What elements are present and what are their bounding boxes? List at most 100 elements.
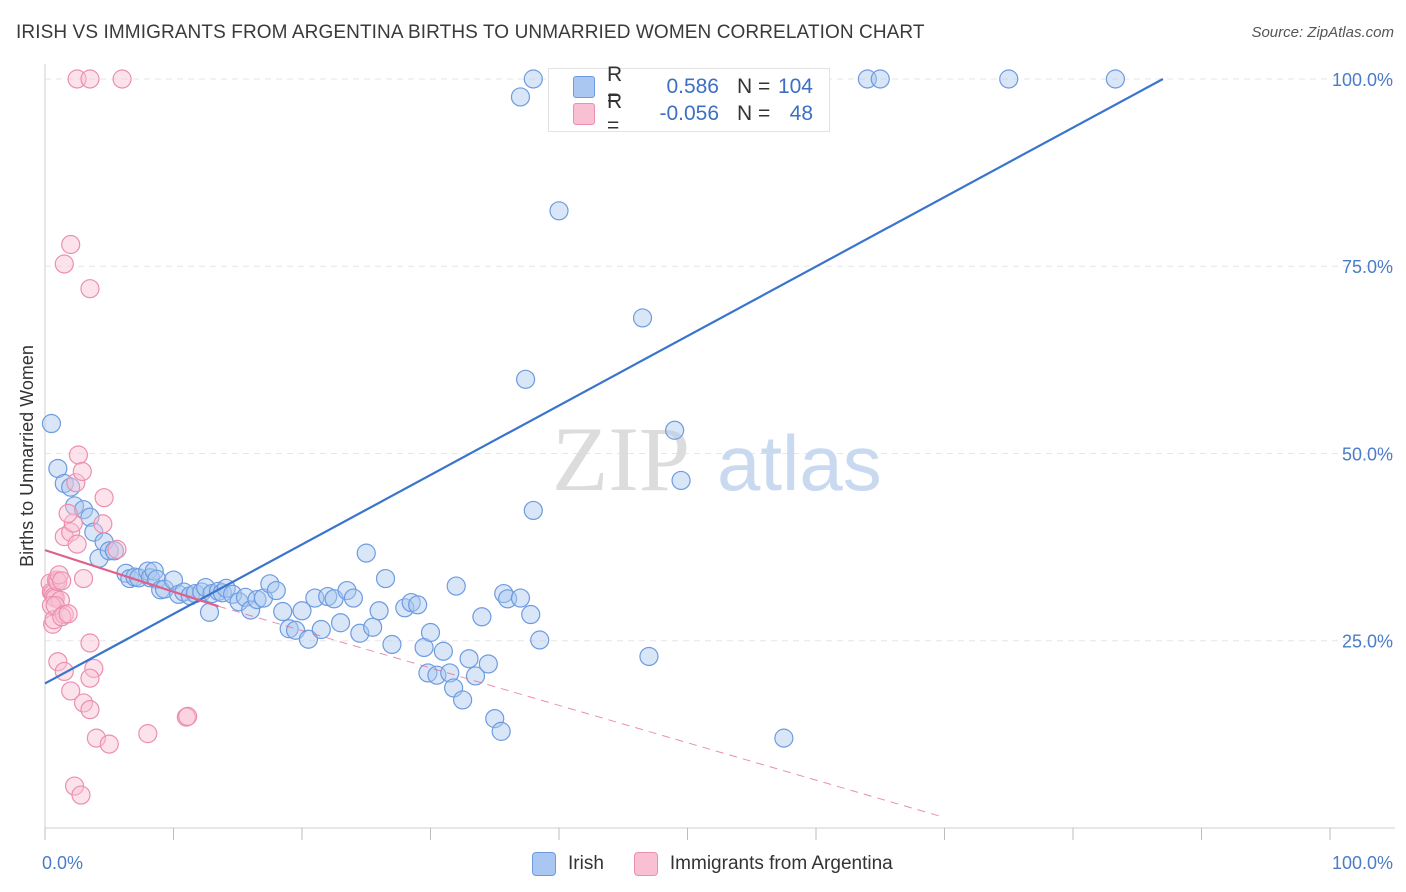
chart-source: Source: ZipAtlas.com — [1251, 24, 1394, 41]
irish-point — [665, 420, 685, 440]
legend-n-label: N = — [737, 102, 771, 125]
legend-n-value: 104 — [777, 75, 813, 98]
legend-item-irish[interactable]: Irish — [532, 852, 604, 876]
argentina-point — [61, 234, 81, 255]
watermark-atlas: atlas — [717, 419, 882, 507]
irish-point — [408, 595, 428, 615]
axes — [44, 64, 1395, 840]
argentina-point — [52, 571, 72, 591]
argentina-point — [71, 785, 91, 805]
irish-point — [369, 601, 389, 621]
trend-lines — [44, 78, 1164, 818]
legend-item-argentina[interactable]: Immigrants from Argentina — [633, 852, 893, 876]
irish-point — [382, 634, 402, 655]
stats-legend: R = 0.586 N = 104 R = -0.056 N = 48 — [548, 63, 830, 137]
irish-point — [999, 69, 1019, 89]
irish-point — [298, 629, 319, 649]
irish-point — [337, 580, 357, 601]
irish-point — [465, 666, 486, 686]
argentina-point — [80, 69, 100, 89]
y-tick-label: 75.0% — [1342, 257, 1393, 277]
argentina-point — [46, 570, 67, 590]
irish-point — [311, 619, 331, 640]
argentina-point — [54, 661, 74, 682]
series-legend: Irish Immigrants from Argentina — [532, 852, 923, 876]
argentina-trend-extension — [218, 605, 945, 818]
irish-point — [1105, 69, 1126, 89]
legend-r-label: R = — [607, 63, 623, 110]
irish-point — [453, 690, 473, 710]
argentina-point — [73, 568, 94, 589]
argentina-point — [94, 488, 114, 508]
argentina-point — [67, 534, 87, 554]
y-tick-label: 50.0% — [1342, 444, 1393, 464]
irish-point — [510, 588, 531, 608]
watermark: ZIP atlas — [552, 408, 882, 510]
series-argentina-points — [40, 69, 198, 805]
irish-point — [870, 69, 890, 89]
irish-point — [363, 617, 383, 637]
irish-point — [420, 622, 441, 643]
irish-point — [247, 589, 267, 610]
irish-trend-line — [44, 78, 1164, 685]
legend-row-irish: R = 0.586 N = 104 — [573, 63, 813, 110]
legend-row-argentina: R = -0.056 N = 48 — [573, 90, 813, 137]
argentina-point — [112, 69, 132, 89]
irish-point — [440, 663, 460, 683]
argentina-point — [80, 279, 100, 299]
argentina-point — [63, 513, 83, 533]
legend-label-argentina: Immigrants from Argentina — [669, 853, 893, 874]
legend-r-label: R = — [607, 90, 623, 137]
irish-point — [523, 69, 543, 89]
argentina-point — [66, 473, 86, 493]
irish-point — [515, 369, 536, 389]
irish-point — [375, 568, 396, 589]
irish-point — [459, 649, 479, 669]
argentina-point — [138, 724, 158, 744]
legend-swatch-argentina — [573, 103, 595, 125]
irish-point — [549, 201, 569, 221]
irish-point — [632, 308, 653, 328]
argentina-point — [48, 652, 68, 672]
irish-point — [478, 654, 498, 674]
irish-point — [343, 588, 363, 608]
legend-label-irish: Irish — [568, 853, 604, 874]
legend-swatch-irish — [573, 76, 595, 98]
legend-swatch-argentina — [633, 852, 658, 876]
legend-swatch-irish — [532, 852, 556, 876]
legend-r-value: -0.056 — [659, 102, 719, 125]
argentina-point — [80, 633, 100, 653]
argentina-point — [54, 254, 74, 274]
irish-point — [330, 613, 351, 633]
irish-point — [491, 721, 511, 741]
irish-point — [279, 619, 299, 639]
argentina-point — [80, 668, 100, 688]
argentina-trend-line — [44, 549, 219, 608]
argentina-point — [84, 658, 104, 679]
argentina-point — [178, 706, 198, 726]
argentina-point — [99, 734, 119, 754]
irish-point — [73, 500, 94, 520]
y-axis-label: Births to Unmarried Women — [17, 345, 37, 567]
irish-point — [41, 413, 62, 434]
grid-lines — [45, 78, 1395, 642]
irish-point — [510, 87, 531, 107]
y-tick-label: 25.0% — [1342, 632, 1393, 652]
x-tick-label: 100.0% — [1332, 853, 1393, 873]
irish-point — [521, 604, 541, 625]
irish-point — [671, 470, 691, 491]
irish-point — [433, 641, 453, 661]
argentina-point — [44, 610, 64, 630]
argentina-point — [72, 461, 92, 482]
legend-n-value: 48 — [789, 102, 813, 125]
tick-labels: 25.0% 50.0% 75.0% 100.0% 0.0% 100.0% — [42, 70, 1393, 873]
legend-r-value: 0.586 — [666, 75, 719, 98]
x-tick-label: 0.0% — [42, 853, 83, 873]
argentina-point — [93, 514, 113, 534]
irish-point — [523, 500, 543, 521]
irish-point — [472, 607, 492, 627]
argentina-point — [58, 604, 78, 624]
irish-point — [99, 541, 119, 561]
irish-point — [530, 630, 550, 650]
